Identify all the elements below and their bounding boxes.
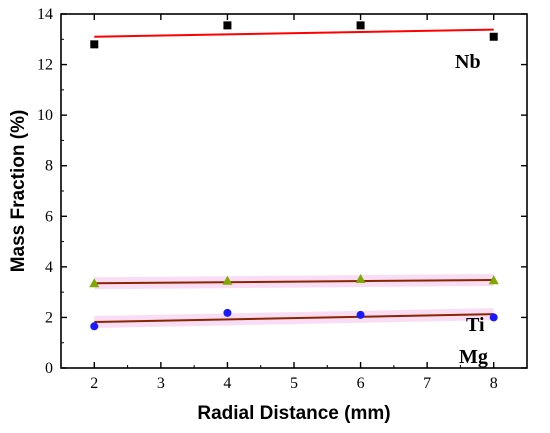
point-mg — [223, 308, 232, 317]
x-axis-title: Radial Distance (mm) — [197, 403, 390, 424]
y-tick-label: 0 — [45, 360, 53, 377]
point-nb — [489, 32, 498, 41]
y-tick-label: 4 — [45, 259, 53, 276]
x-tick-label: 5 — [290, 375, 298, 392]
x-tick-label: 8 — [490, 375, 498, 392]
x-tick-label: 2 — [90, 375, 98, 392]
point-ti — [355, 273, 366, 283]
y-tick-label: 8 — [45, 158, 53, 175]
y-tick-label: 10 — [37, 107, 53, 124]
point-mg — [90, 322, 99, 331]
fit-line-ti — [94, 279, 494, 285]
data-points — [89, 21, 499, 331]
axis-ticks: 2 3 4 5 6 7 8 0 2 4 6 8 10 12 14 — [37, 6, 527, 392]
y-tick-label: 12 — [37, 57, 53, 74]
series-label-mg: Mg — [459, 346, 488, 368]
x-tick-label: 6 — [357, 375, 365, 392]
fit-line-nb — [94, 28, 494, 38]
point-nb — [223, 21, 232, 30]
x-tick-label: 4 — [223, 375, 231, 392]
y-tick-label: 6 — [45, 208, 53, 225]
point-ti — [222, 275, 233, 285]
fit-lines — [94, 28, 494, 328]
point-ti — [89, 278, 100, 288]
x-tick-label: 7 — [423, 375, 431, 392]
y-axis-title: Mass Fraction (%) — [8, 110, 29, 273]
point-ti — [488, 275, 499, 285]
point-nb — [90, 40, 99, 49]
point-nb — [356, 21, 365, 30]
fit-line-mg — [94, 313, 494, 323]
series-label-nb: Nb — [455, 51, 481, 73]
x-tick-label: 3 — [157, 375, 165, 392]
point-mg — [356, 310, 365, 319]
y-tick-label: 14 — [37, 6, 53, 23]
series-label-ti: Ti — [466, 314, 485, 336]
y-tick-label: 2 — [45, 309, 53, 326]
point-mg — [489, 313, 498, 322]
